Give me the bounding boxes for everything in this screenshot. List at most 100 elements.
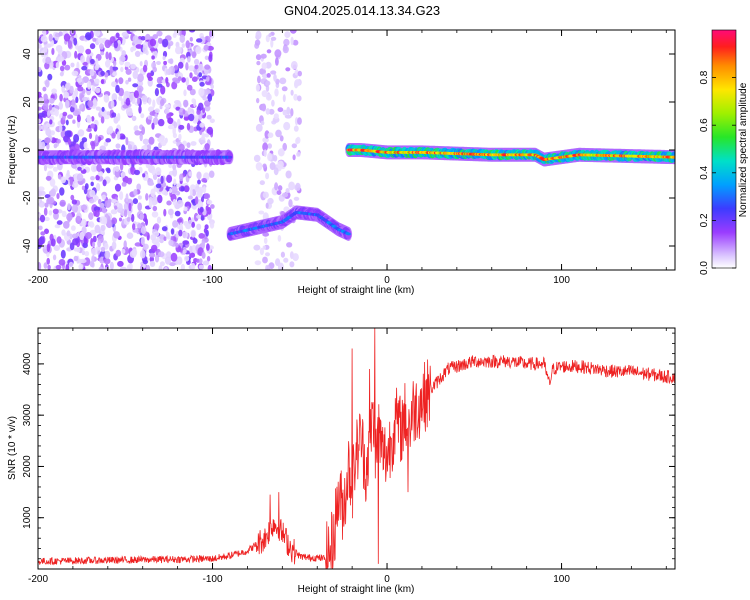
spectrogram-noise-cell	[260, 53, 267, 59]
spectrogram-noise-cell	[176, 199, 184, 208]
spectrogram-noise-cell	[129, 250, 137, 258]
spectrogram-noise-cell	[279, 77, 287, 85]
spectrogram-noise-cell	[38, 124, 43, 131]
spectrogram-noise-cell	[56, 139, 61, 144]
spectrogram-noise-cell	[209, 118, 215, 124]
spectrogram-noise-cell	[137, 223, 142, 229]
spectrogram-noise-cell	[98, 266, 104, 270]
spectrogram-noise-cell	[151, 122, 155, 130]
spectrogram-noise-cell	[275, 129, 282, 138]
spectrogram-noise-cell	[183, 185, 190, 193]
spectrogram-noise-cell	[71, 204, 79, 213]
spectrogram-noise-cell	[72, 238, 79, 246]
spectrogram-noise-cell	[95, 58, 99, 67]
spectrogram-noise-cell	[90, 58, 95, 65]
spectrogram-noise-cell	[267, 152, 273, 162]
spectrogram-noise-cell	[199, 122, 205, 128]
spectrogram-noise-cell	[198, 258, 203, 264]
spectrogram-noise-cell	[136, 97, 140, 105]
spectrogram-ytick-label: -40	[22, 238, 33, 253]
spectrogram-noise-cell	[70, 106, 75, 113]
spectrogram-noise-cell	[185, 40, 190, 49]
spectrogram-noise-cell	[98, 198, 102, 205]
spectrogram-noise-cell	[38, 118, 41, 124]
spectrogram-noise-cell	[132, 70, 139, 80]
spectrogram-noise-cell	[153, 223, 160, 230]
snr-ytick-label: 3000	[22, 404, 33, 427]
spectrogram-noise-cell	[129, 30, 137, 33]
spectrogram-noise-cell	[198, 233, 205, 239]
spectrogram-noise-cell	[142, 243, 149, 250]
spectrogram-noise-cell	[44, 228, 49, 235]
spectrogram-noise-cell	[106, 111, 111, 116]
spectrogram-noise-cell	[266, 49, 272, 54]
spectrogram-noise-cell	[189, 72, 193, 79]
spectrogram-noise-cell	[64, 64, 71, 71]
spectrogram-noise-cell	[119, 191, 124, 201]
spectrogram-noise-cell	[104, 242, 109, 250]
spectrogram-noise-cell	[206, 126, 214, 135]
spectrogram-noise-cell	[63, 91, 70, 99]
spectrogram-noise-cell	[170, 185, 178, 194]
spectrogram-noise-cell	[168, 239, 174, 246]
spectrogram-noise-cell	[277, 107, 284, 113]
spectrogram-noise-cell	[119, 55, 126, 62]
spectrogram-noise-cell	[123, 240, 127, 250]
spectrogram-noise-cell	[125, 193, 129, 203]
spectrogram-noise-cell	[90, 181, 94, 187]
spectrogram-noise-cell	[140, 226, 147, 235]
spectrogram-noise-cell	[111, 217, 118, 225]
spectrogram-ytick-label: 20	[22, 96, 33, 108]
spectrogram-noise-cell	[95, 134, 99, 143]
spectrogram-noise-cell	[191, 76, 198, 82]
spectrogram-noise-cell	[77, 129, 85, 137]
spectrogram-noise-cell	[45, 79, 50, 88]
spectrogram-noise-cell	[148, 106, 155, 113]
spectrogram-noise-cell	[201, 178, 207, 183]
spectrogram-noise-cell	[145, 193, 149, 201]
spectrogram-noise-cell	[206, 255, 211, 262]
spectrogram-noise-cell	[75, 96, 79, 104]
spectrogram-noise-cell	[91, 241, 96, 248]
spectrogram-noise-cell	[165, 231, 170, 239]
spectrogram-noise-cell	[148, 115, 153, 120]
spectrogram-noise-cell	[207, 264, 212, 270]
spectrogram-noise-cell	[85, 232, 92, 239]
spectrogram-noise-cell	[43, 262, 48, 269]
spectrogram-noise-cell	[183, 206, 188, 212]
spectrogram-noise-cell	[51, 47, 55, 56]
spectrogram-noise-cell	[114, 165, 120, 172]
spectrogram-noise-cell	[174, 64, 178, 71]
spectrogram-noise-cell	[66, 169, 70, 177]
spectrogram-noise-cell	[263, 237, 268, 244]
spectrogram-noise-cell	[58, 31, 63, 37]
spectrogram-noise-cell	[130, 166, 134, 173]
spectrogram-noise-cell	[109, 261, 114, 270]
spectrogram-noise-cell	[265, 172, 270, 180]
spectrogram-noise-cell	[199, 81, 205, 87]
spectrogram-noise-cell	[294, 79, 301, 87]
spectrogram-noise-cell	[162, 38, 169, 48]
spectrogram-noise-cell	[38, 262, 42, 270]
spectrogram-noise-cell	[47, 73, 53, 81]
spectrogram-noise-cell	[67, 138, 72, 146]
spectrogram-noise-cell	[189, 37, 193, 42]
spectrogram-noise-cell	[137, 195, 142, 200]
spectrogram-noise-cell	[157, 118, 165, 127]
spectrogram-noise-cell	[208, 54, 213, 63]
spectrogram-noise-cell	[196, 223, 202, 230]
spectrogram-noise-cell	[189, 252, 196, 258]
spectrogram-ridge-core	[672, 155, 675, 159]
spectrogram-noise-cell	[67, 40, 73, 49]
spectrogram-noise-cell	[39, 47, 46, 55]
spectrogram-noise-cell	[180, 186, 185, 192]
spectrogram-noise-cell	[73, 255, 79, 262]
spectrogram-noise-cell	[285, 170, 292, 179]
spectrogram-noise-cell	[136, 183, 142, 191]
spectrogram-noise-cell	[262, 256, 268, 264]
spectrogram-noise-cell	[107, 198, 112, 203]
spectrogram-noise-cell	[265, 93, 272, 101]
spectrogram-noise-cell	[44, 44, 48, 53]
spectrogram-noise-cell	[139, 132, 143, 142]
spectrogram-xtick-label: -200	[28, 275, 48, 286]
